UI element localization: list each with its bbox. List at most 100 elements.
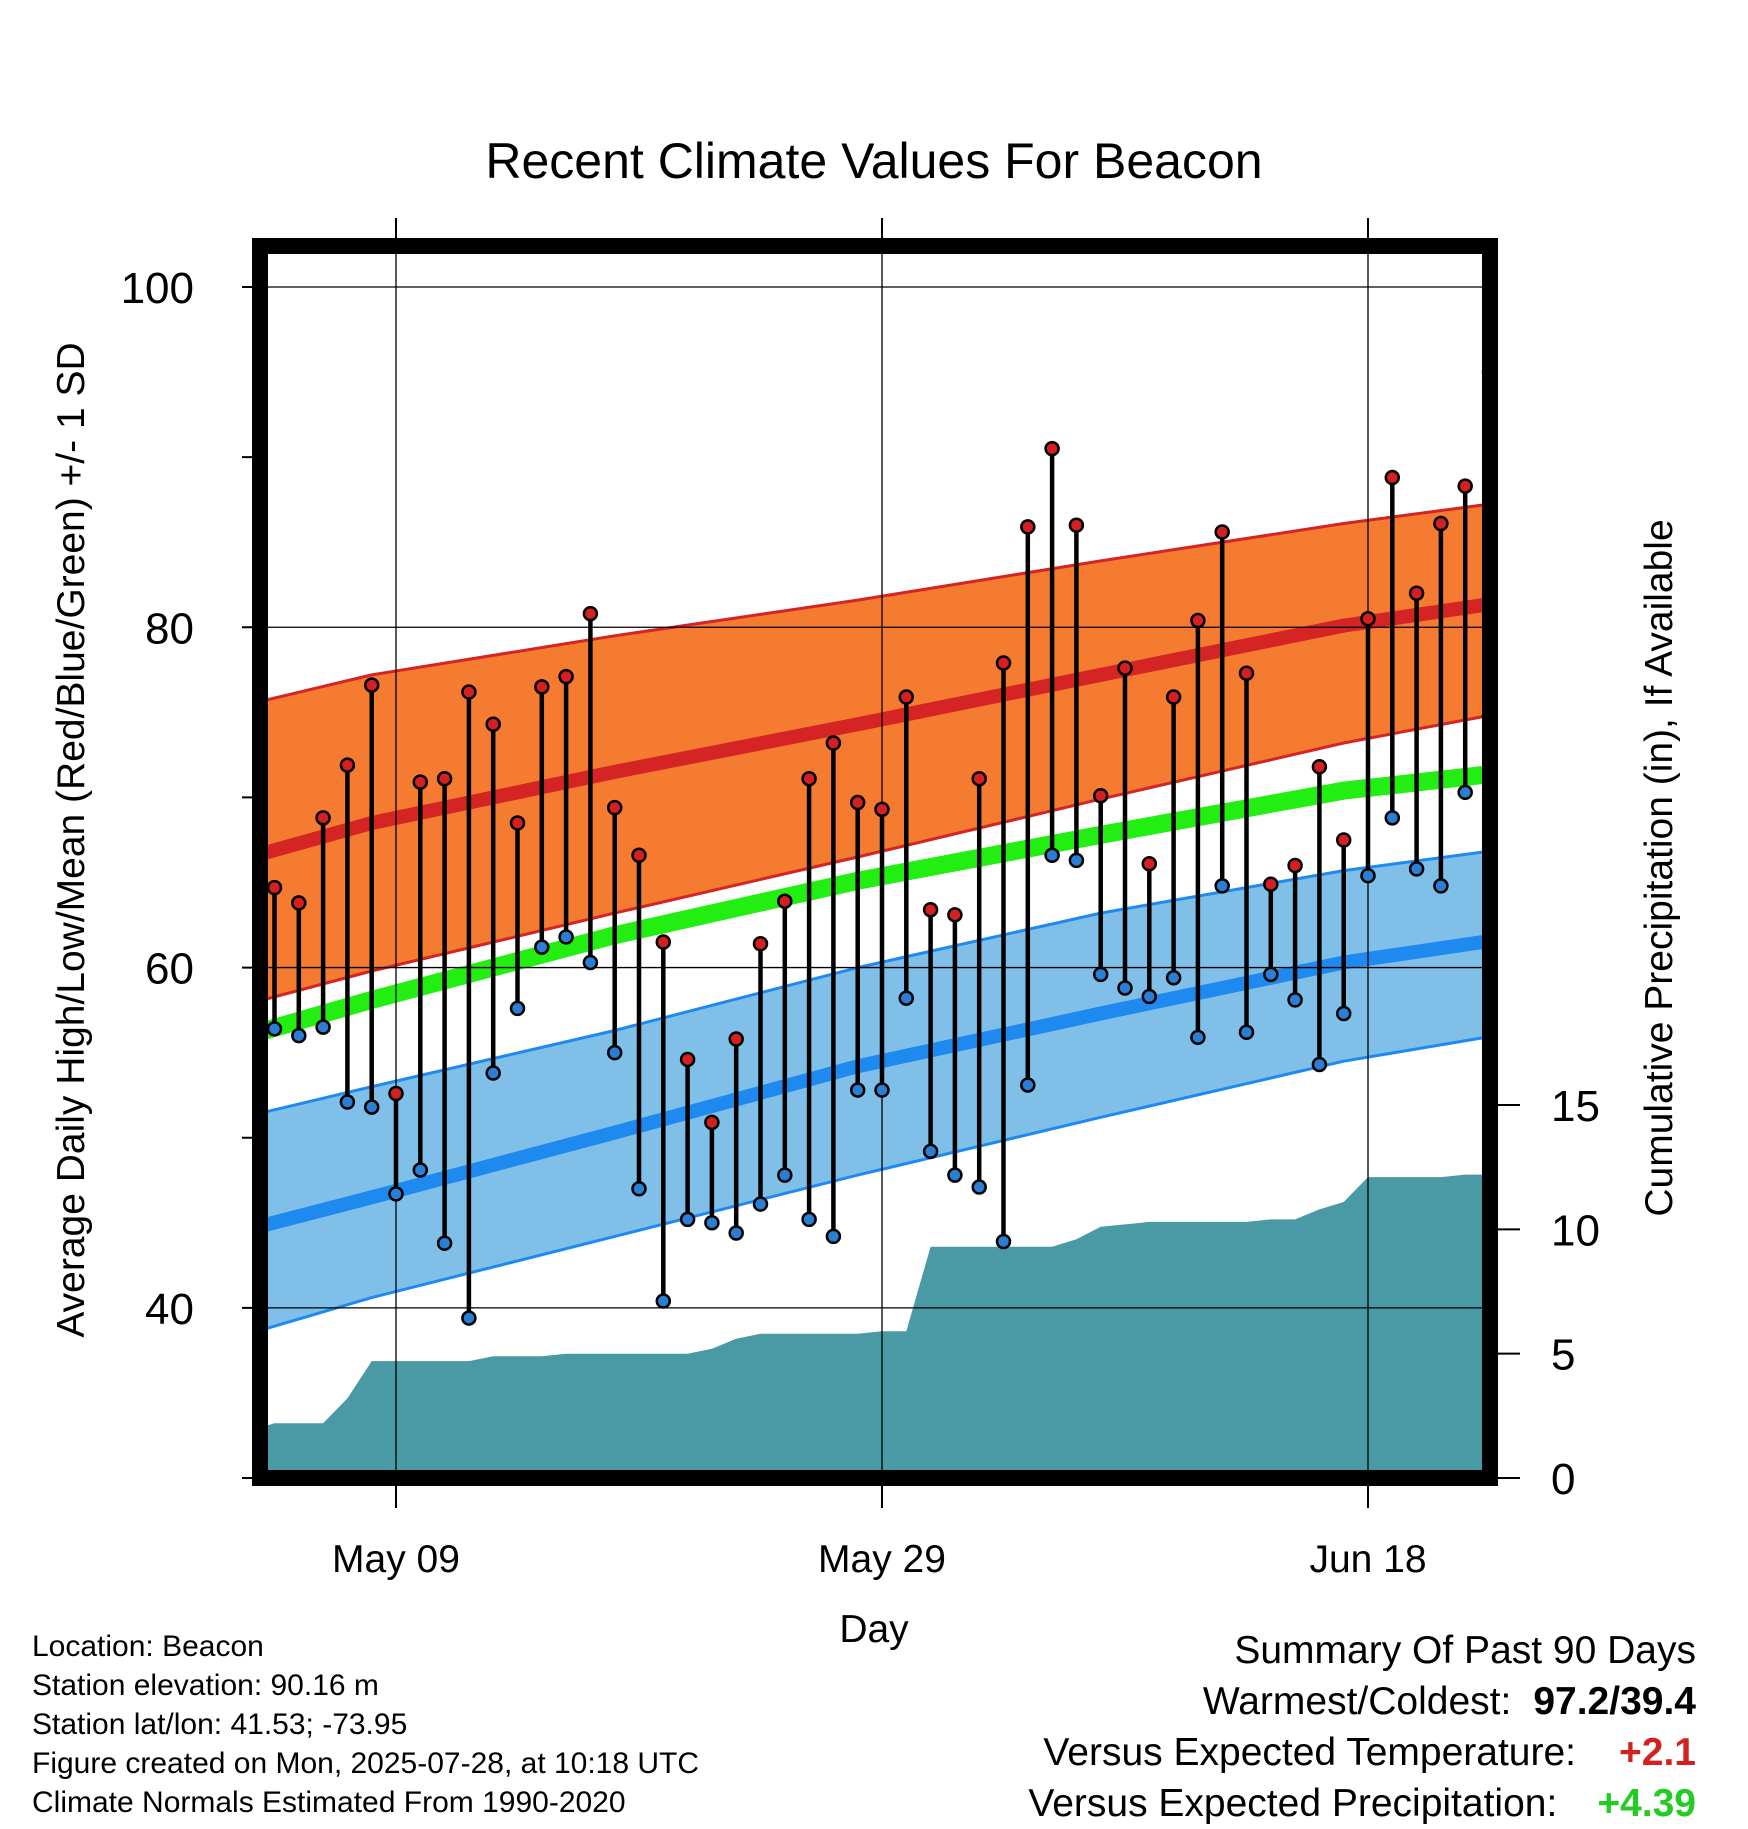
- low-point: [461, 1310, 477, 1326]
- high-point: [1044, 440, 1060, 457]
- high-point: [1605, 544, 1618, 557]
- low-point: [1092, 966, 1109, 983]
- low-point: [1335, 1005, 1352, 1022]
- high-point: [1433, 515, 1449, 532]
- low-point: [606, 1044, 623, 1061]
- low-point: [1433, 878, 1449, 894]
- low-point: [1190, 1029, 1206, 1046]
- low-point: [291, 1027, 307, 1044]
- low-point: [777, 1167, 793, 1183]
- high-point: [898, 689, 915, 705]
- high-point: [728, 1031, 744, 1047]
- low-point: [436, 1235, 453, 1251]
- high-point: [1287, 857, 1303, 874]
- warmest-value: 97.2/39.4: [1533, 1680, 1696, 1723]
- high-point: [509, 815, 526, 831]
- low-point: [1117, 980, 1133, 996]
- high-point: [1532, 394, 1545, 407]
- high-point: [1238, 665, 1255, 681]
- high-point: [315, 810, 331, 826]
- normal-high-line: [260, 597, 1490, 862]
- high-point: [291, 895, 307, 911]
- low-point: [1408, 861, 1425, 877]
- low-point: [558, 929, 574, 945]
- low-point: [485, 1065, 501, 1081]
- high-point: [606, 799, 623, 816]
- high-point: [1726, 512, 1739, 525]
- high-point: [849, 794, 866, 811]
- high-point: [1263, 876, 1279, 892]
- high-point: [485, 716, 501, 733]
- chart-title: Recent Climate Values For Beacon: [485, 133, 1262, 189]
- high-point: [436, 770, 453, 787]
- y-tick-label: 40: [145, 1285, 194, 1334]
- low-point: [582, 954, 599, 971]
- low-point: [363, 1099, 380, 1115]
- high-point: [1335, 832, 1352, 848]
- low-point: [1044, 847, 1060, 864]
- low-point: [655, 1293, 672, 1309]
- low-point: [849, 1082, 866, 1098]
- low-point: [1068, 852, 1085, 869]
- high-point: [412, 774, 429, 790]
- low-point: [898, 990, 915, 1006]
- low-point: [1702, 832, 1715, 845]
- low-point: [631, 1181, 647, 1197]
- latlon-text: Station lat/lon: 41.53; -73.95: [32, 1708, 408, 1741]
- low-point: [266, 1021, 283, 1037]
- high-point: [1408, 585, 1425, 602]
- low-point: [679, 1211, 696, 1228]
- high-point: [1020, 519, 1036, 535]
- high-point: [631, 847, 647, 864]
- high-point: [679, 1051, 696, 1068]
- high-point: [1653, 480, 1666, 493]
- low-point: [219, 1038, 232, 1051]
- high-point: [874, 801, 890, 818]
- high-point: [1702, 534, 1715, 547]
- low-point: [1384, 810, 1401, 826]
- warmest-label: Warmest/Coldest:: [1202, 1680, 1512, 1723]
- high-point: [1360, 611, 1376, 627]
- high-point: [704, 1114, 720, 1131]
- low-point: [874, 1082, 890, 1098]
- y-axis-left: 100 80 60 40: [121, 264, 260, 1479]
- precipitation-area: [260, 1174, 1490, 1478]
- low-point: [922, 1143, 939, 1160]
- y2-axis-label: Cumulative Precipitation (in), If Availa…: [1638, 519, 1681, 1216]
- high-point: [1117, 660, 1133, 676]
- high-point: [388, 1085, 404, 1102]
- y2-tick-label: 5: [1551, 1331, 1575, 1380]
- high-point: [195, 753, 208, 766]
- high-point: [1092, 787, 1109, 804]
- high-point: [752, 936, 769, 952]
- high-point: [1556, 646, 1569, 659]
- high-point: [1384, 469, 1401, 486]
- high-point: [1677, 464, 1690, 477]
- station-info: Location: Beacon Station elevation: 90.1…: [32, 1627, 699, 1822]
- precip-row: Versus Expected Precipitation: +4.39: [1028, 1778, 1696, 1829]
- low-point: [1556, 956, 1569, 969]
- high-point: [1457, 478, 1473, 494]
- temp-label: Versus Expected Temperature:: [1043, 1731, 1576, 1774]
- y-axis-label: Average Daily High/Low/Mean (Red/Blue/Gr…: [50, 342, 93, 1337]
- high-point: [558, 668, 574, 685]
- y2-tick-label: 10: [1551, 1206, 1600, 1255]
- low-point: [947, 1167, 963, 1183]
- high-point: [655, 934, 672, 950]
- y-tick-label: 80: [145, 604, 194, 653]
- x-tick-label: May 09: [332, 1538, 460, 1581]
- low-point: [1141, 988, 1158, 1005]
- low-point: [1311, 1056, 1328, 1073]
- high-point: [777, 893, 793, 909]
- x-tick-label: May 29: [818, 1538, 946, 1581]
- high-point: [947, 907, 963, 923]
- low-point: [171, 1209, 184, 1222]
- y2-tick-label: 15: [1551, 1082, 1600, 1131]
- normal-mean-line: [260, 765, 1490, 1042]
- normals-text: Climate Normals Estimated From 1990-2020: [32, 1786, 626, 1819]
- high-lower-edge: [260, 713, 1490, 1003]
- summary-panel: Summary Of Past 90 Days Warmest/Coldest:…: [1028, 1625, 1696, 1829]
- plot-frame: [252, 238, 1498, 1486]
